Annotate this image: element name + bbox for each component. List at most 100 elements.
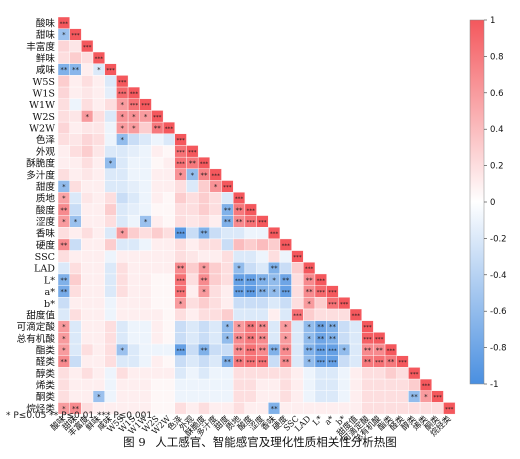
heatmap-cell <box>338 308 351 321</box>
significance-mark: * <box>62 335 66 343</box>
heatmap-cell <box>116 262 129 275</box>
heatmap-cell <box>69 378 82 391</box>
significance-mark: *** <box>247 208 256 214</box>
significance-mark: ** <box>201 346 209 354</box>
significance-mark: ** <box>387 358 395 366</box>
significance-mark: ** <box>177 265 185 273</box>
significance-mark: *** <box>282 243 291 249</box>
heatmap-cell <box>81 63 94 76</box>
heatmap-cell <box>92 215 105 228</box>
significance-mark: ** <box>60 288 68 296</box>
heatmap-cell <box>139 156 152 170</box>
significance-mark: ** <box>60 276 68 284</box>
heatmap-cell <box>209 378 222 391</box>
heatmap-cell <box>162 390 175 403</box>
heatmap-cell <box>127 367 140 380</box>
significance-mark: *** <box>247 278 256 284</box>
heatmap-cell <box>291 390 304 403</box>
heatmap-cell <box>151 215 164 228</box>
significance-mark: * <box>307 335 311 343</box>
significance-mark: *** <box>258 360 267 366</box>
heatmap-cell <box>338 355 351 368</box>
heatmap-cell <box>162 367 175 380</box>
significance-mark: ** <box>236 335 244 343</box>
heatmap-cell <box>127 390 140 403</box>
significance-mark: * <box>62 195 66 203</box>
heatmap-cell <box>116 297 129 310</box>
significance-mark: * <box>120 230 124 238</box>
heatmap-cell <box>92 320 105 333</box>
significance-mark: * <box>97 66 101 74</box>
heatmap-cell <box>396 402 409 415</box>
significance-mark: *** <box>188 150 197 156</box>
heatmap-cell <box>197 332 211 345</box>
heatmap-cell <box>244 297 257 310</box>
heatmap-cell <box>291 297 304 310</box>
row-label: SSC <box>35 252 55 263</box>
heatmap-cell <box>104 110 117 123</box>
significance-mark: * <box>109 160 113 168</box>
heatmap-cell <box>209 343 222 356</box>
heatmap-cell <box>127 378 140 391</box>
heatmap-cell <box>162 355 175 368</box>
row-label: 可滴定酸 <box>17 321 56 333</box>
significance-mark: * <box>179 171 183 179</box>
heatmap-cell <box>268 367 281 380</box>
heatmap-cell <box>92 343 105 356</box>
heatmap-cell <box>127 308 140 321</box>
heatmap-cell <box>92 262 105 275</box>
significance-mark: ** <box>364 358 372 366</box>
heatmap-cell <box>57 145 70 158</box>
heatmap-cell <box>104 367 117 380</box>
heatmap-cell <box>57 51 70 64</box>
heatmap-cell <box>81 285 94 298</box>
heatmap-cell <box>69 191 82 205</box>
heatmap-cell <box>127 133 140 146</box>
significance-mark: * <box>62 183 66 191</box>
heatmap-cell <box>81 297 94 310</box>
heatmap-cell <box>127 250 140 263</box>
heatmap-cell <box>104 343 117 356</box>
heatmap-cell <box>116 250 129 263</box>
significance-mark: ** <box>224 358 232 366</box>
heatmap-cell <box>221 227 234 240</box>
significance-mark: ** <box>376 346 384 354</box>
heatmap-cell <box>186 378 199 391</box>
heatmap-cell <box>186 262 199 275</box>
heatmap-cell <box>116 320 129 333</box>
row-label: 涩度 <box>36 216 56 228</box>
heatmap-cell <box>92 238 105 251</box>
row-label: 甜度 <box>36 181 56 193</box>
heatmap-cell <box>361 367 374 380</box>
heatmap-cell <box>81 145 94 158</box>
significance-mark: ** <box>271 405 279 413</box>
heatmap-cell <box>92 367 105 380</box>
significance-mark: *** <box>223 185 232 191</box>
heatmap-cell <box>151 320 164 333</box>
heatmap-cell <box>139 320 152 333</box>
heatmap-cell <box>57 227 70 240</box>
heatmap-cell <box>186 180 199 193</box>
heatmap-cell <box>256 308 269 321</box>
heatmap-cell <box>256 238 269 251</box>
significance-mark: ** <box>411 393 419 401</box>
colorbar: 1 0.8 0.6 0.4 0.2 0 -0.2 -0.4 -0.6 -0.8 -1 <box>469 16 507 390</box>
significance-mark: * <box>132 125 136 133</box>
colorbar-tick-label: -0.2 <box>490 234 507 244</box>
heatmap-cell <box>326 378 339 391</box>
heatmap-cell <box>81 355 94 368</box>
heatmap-cell <box>139 180 152 193</box>
heatmap-cell <box>279 297 292 310</box>
significance-mark: *** <box>165 127 174 133</box>
heatmap-cell <box>209 285 222 298</box>
heatmap-cell <box>139 262 152 275</box>
heatmap-cell <box>69 51 82 64</box>
heatmap-cell <box>81 320 94 333</box>
heatmap-cell <box>127 156 140 170</box>
heatmap-cell <box>349 355 362 368</box>
heatmap-cell <box>419 402 432 415</box>
heatmap-cell <box>116 238 129 251</box>
row-label: 丰富度 <box>26 41 55 53</box>
